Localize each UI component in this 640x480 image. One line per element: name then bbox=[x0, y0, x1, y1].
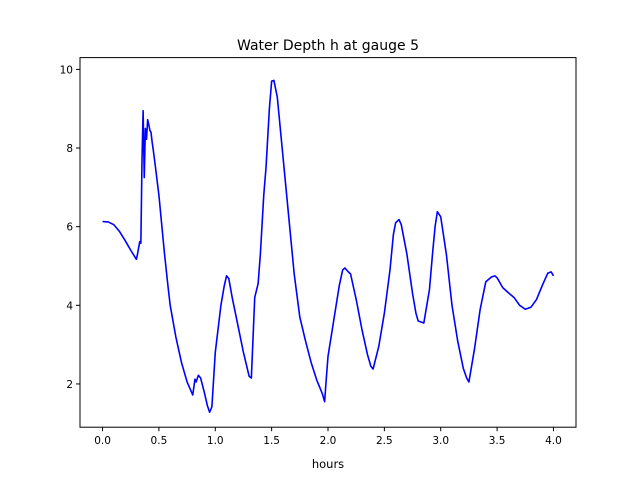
x-tick-label: 3.0 bbox=[432, 435, 449, 447]
series-line-0 bbox=[102, 79, 555, 414]
y-tick-label: 4 bbox=[66, 300, 73, 312]
x-tick-label: 0.5 bbox=[151, 435, 168, 447]
x-tick-label: 0.0 bbox=[94, 435, 111, 447]
x-tick-label: 3.5 bbox=[489, 435, 506, 447]
plot-frame bbox=[79, 57, 577, 428]
x-tick-label: 1.5 bbox=[263, 435, 280, 447]
x-tick-label: 1.0 bbox=[207, 435, 224, 447]
x-axis-label: hours bbox=[312, 457, 344, 471]
x-tick-label: 4.0 bbox=[545, 435, 562, 447]
chart-title: Water Depth h at gauge 5 bbox=[237, 38, 419, 54]
x-tick-label: 2.5 bbox=[376, 435, 393, 447]
x-tick-label: 2.0 bbox=[320, 435, 337, 447]
y-tick-label: 6 bbox=[66, 222, 73, 234]
y-tick-label: 8 bbox=[66, 143, 73, 155]
y-tick-label: 2 bbox=[66, 379, 73, 391]
y-tick-label: 10 bbox=[60, 64, 73, 76]
